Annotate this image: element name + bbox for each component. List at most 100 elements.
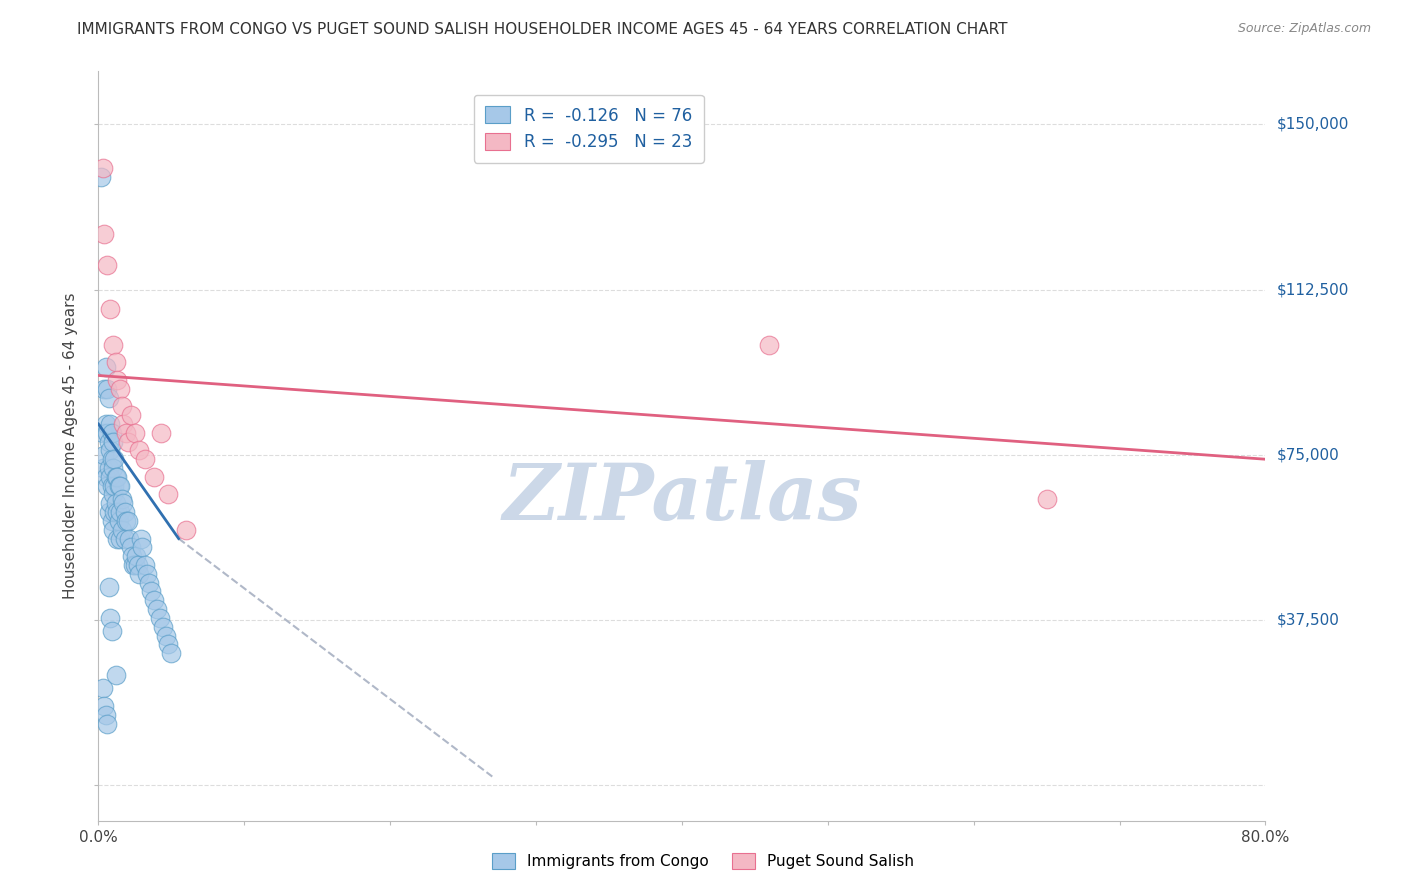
Point	[93, 382, 115, 396]
Point	[98, 496, 121, 510]
Point	[93, 448, 115, 462]
Point	[103, 505, 125, 519]
Point	[110, 505, 132, 519]
Point	[91, 461, 114, 475]
Point	[142, 470, 165, 484]
Point	[127, 558, 149, 572]
Point	[105, 505, 128, 519]
Point	[134, 558, 156, 572]
Point	[124, 558, 146, 572]
Point	[110, 478, 132, 492]
Point	[101, 523, 124, 537]
Point	[111, 491, 134, 506]
Point	[93, 699, 115, 714]
Point	[155, 628, 177, 642]
Point	[138, 575, 160, 590]
Point	[115, 514, 138, 528]
Point	[96, 382, 118, 396]
Point	[105, 532, 128, 546]
Point	[157, 487, 180, 501]
Point	[150, 425, 173, 440]
Legend: R =  -0.126   N = 76, R =  -0.295   N = 23: R = -0.126 N = 76, R = -0.295 N = 23	[474, 95, 703, 162]
Point	[129, 532, 152, 546]
Point	[135, 566, 157, 581]
Point	[112, 417, 135, 431]
Point	[104, 496, 127, 510]
Point	[96, 258, 118, 272]
Y-axis label: Householder Income Ages 45 - 64 years: Householder Income Ages 45 - 64 years	[63, 293, 79, 599]
Point	[100, 624, 122, 639]
Point	[110, 532, 132, 546]
Point	[97, 434, 120, 449]
Point	[157, 637, 180, 651]
Point	[98, 611, 121, 625]
Point	[91, 425, 114, 440]
Point	[114, 532, 136, 546]
Point	[96, 716, 118, 731]
Point	[100, 478, 122, 492]
Point	[104, 355, 127, 369]
Point	[128, 443, 150, 458]
Point	[98, 417, 121, 431]
Point	[146, 602, 169, 616]
Point	[98, 443, 121, 458]
Point	[97, 580, 120, 594]
Point	[139, 584, 162, 599]
Point	[124, 425, 146, 440]
Point	[110, 382, 132, 396]
Point	[100, 425, 122, 440]
Point	[98, 470, 121, 484]
Point	[174, 523, 197, 537]
Point	[122, 558, 145, 572]
Point	[104, 470, 127, 484]
Point	[101, 461, 124, 475]
Point	[104, 668, 127, 682]
Point	[91, 681, 114, 696]
Point	[108, 514, 131, 528]
Point	[94, 417, 117, 431]
Point	[112, 496, 135, 510]
Point	[117, 514, 139, 528]
Point	[118, 532, 141, 546]
Point	[101, 487, 124, 501]
Point	[103, 478, 125, 492]
Point	[115, 425, 138, 440]
Legend: Immigrants from Congo, Puget Sound Salish: Immigrants from Congo, Puget Sound Salis…	[486, 847, 920, 875]
Point	[117, 434, 139, 449]
Point	[90, 170, 112, 185]
Point	[108, 478, 131, 492]
Point	[100, 452, 122, 467]
Point	[111, 400, 134, 414]
Point	[103, 452, 125, 467]
Point	[97, 461, 120, 475]
Point	[125, 549, 148, 564]
Point	[96, 425, 118, 440]
Point	[131, 541, 153, 555]
Point	[120, 408, 142, 422]
Point	[149, 611, 172, 625]
Point	[128, 566, 150, 581]
Point	[97, 505, 120, 519]
Point	[101, 337, 124, 351]
Point	[97, 391, 120, 405]
Point	[121, 549, 143, 564]
Point	[94, 707, 117, 722]
Point	[101, 434, 124, 449]
Point	[111, 523, 134, 537]
Point	[94, 470, 117, 484]
Point	[100, 514, 122, 528]
Point	[142, 593, 165, 607]
Point	[105, 470, 128, 484]
Point	[96, 478, 118, 492]
Text: $150,000: $150,000	[1277, 117, 1348, 132]
Text: $112,500: $112,500	[1277, 282, 1348, 297]
Point	[134, 452, 156, 467]
Text: $37,500: $37,500	[1277, 613, 1340, 628]
Point	[152, 620, 174, 634]
Text: Source: ZipAtlas.com: Source: ZipAtlas.com	[1237, 22, 1371, 36]
Point	[160, 646, 183, 660]
Text: IMMIGRANTS FROM CONGO VS PUGET SOUND SALISH HOUSEHOLDER INCOME AGES 45 - 64 YEAR: IMMIGRANTS FROM CONGO VS PUGET SOUND SAL…	[77, 22, 1008, 37]
Point	[120, 541, 142, 555]
Point	[94, 359, 117, 374]
Point	[91, 161, 114, 176]
